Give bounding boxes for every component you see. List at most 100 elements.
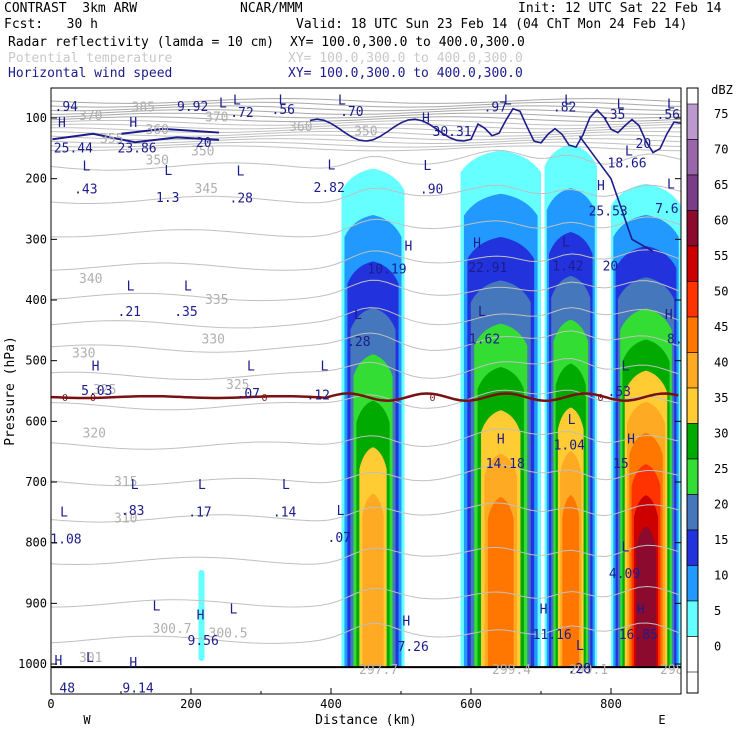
wind-speed-label: 22.91 [468,261,507,276]
theta-contour [51,622,681,644]
theta-label: 370 [79,109,102,124]
colorbar-label: 10 [714,569,728,583]
hl-marker: L [622,541,630,556]
wind-speed-label: .17 [188,505,211,520]
theta-contour [51,279,681,302]
theta-contour [51,464,681,487]
wind-speed-label: 2.82 [314,181,345,196]
theta-label: 310 [114,511,137,526]
colorbar-label: 40 [714,356,728,370]
theta-label: 360 [146,123,169,138]
hl-marker: L [321,360,329,375]
hl-marker: L [282,478,290,493]
xy-reflectivity: XY= 100.0,300.0 to 400.0,300.0 [290,35,525,50]
hl-marker: H [92,360,100,375]
colorbar-swatch [686,139,699,176]
hl-marker: H [129,656,137,671]
colorbar-frame [686,87,699,694]
wind-speed-label: 8.3 [667,332,690,347]
wind-speed-label: 25.53 [589,204,628,219]
wind-speed-label: .56 [657,108,680,123]
colorbar-label: 50 [714,285,728,299]
wind-speed-label: 9.92 [177,100,208,115]
wind-speed-label: 1.62 [469,332,500,347]
reflectivity-cell-1 [362,493,384,668]
wind-speed-label: 20 [603,260,619,275]
colorbar-swatch [686,245,699,282]
theta-upper-contour [51,105,681,112]
theta-label: 340 [79,272,102,287]
hl-marker: L [667,98,675,113]
x-tick-label: 600 [460,697,482,711]
wind-speed-label: .14 [273,505,297,520]
hl-marker: L [247,360,255,375]
y-tick-label: 700 [25,475,47,489]
wind-speed-label: 1.04 [554,439,585,454]
x-end-east: E [658,713,665,727]
wind-speed-label: .70 [340,105,363,120]
wind-contour [578,135,654,253]
y-tick-label: 500 [25,354,47,368]
wind-speed-label: 5.03 [81,384,112,399]
wind-speed-label: 15 [613,457,629,472]
colorbar-swatch [686,174,699,211]
theta-contour [51,544,681,566]
y-tick-label: 900 [25,596,47,610]
colorbar-label: 25 [714,462,728,476]
wind-speed-label: .35 [174,305,197,320]
theta-label: 345 [195,182,218,197]
valid-time: Valid: 18 UTC Sun 23 Feb 14 (04 ChT Mon … [296,17,688,32]
wind-speed-label: .07 [237,387,260,402]
theta-label: 299.1 [569,663,608,678]
theta-contour [51,428,681,450]
wind-speed-label: 1.3 [156,191,179,206]
colorbar-swatch [686,352,699,389]
wind-speed-label: .07 [328,531,351,546]
hl-marker: H [597,179,605,194]
wind-speed-label: 23.86 [118,141,157,156]
freezing-level-label: 0 [62,393,68,404]
wind-speed-label: .43 [74,183,97,198]
hl-marker: L [219,96,227,111]
hl-marker: L [86,651,94,666]
colorbar-swatch [686,316,699,353]
y-tick-label: 200 [25,172,47,186]
y-tick-label: 1000 [18,657,47,671]
hl-marker: H [405,240,413,255]
hl-marker: L [562,235,570,250]
wind-contour [52,132,220,144]
wind-speed-label: .21 [118,305,141,320]
wind-speed-label: .94 [55,100,79,115]
theta-label: 335 [205,293,228,308]
wind-speed-label: .35 [602,108,625,123]
colorbar-label: 45 [714,320,728,334]
hl-marker: L [60,505,68,520]
wind-speed-label: .56 [272,103,295,118]
hl-marker: H [402,615,410,630]
wind-speed-label: 11.16 [533,628,572,643]
freezing-level-label: 0 [429,393,435,404]
theta-contour [51,502,681,523]
theta-contour [51,389,681,411]
theta-upper-contour [51,108,681,115]
colorbar-label: 75 [714,107,728,121]
colorbar-swatch [686,565,699,602]
wind-speed-label: .82 [553,101,576,116]
theta-label: 330 [72,346,95,361]
hl-marker: H [58,116,66,131]
theta-label: 350 [191,144,214,159]
wind-speed-label: 1.08 [50,533,81,548]
theta-label: 320 [83,426,106,441]
colorbar-swatch [686,494,699,531]
x-tick-label: 0 [47,697,54,711]
wind-speed-label: 25.44 [54,141,93,156]
colorbar-label: 5 [714,604,721,618]
wind-speed-label: .28 [568,662,591,677]
colorbar-unit: dBZ [711,83,733,97]
hl-marker: L [625,144,633,159]
x-tick-label: 400 [320,697,342,711]
colorbar-swatch [686,423,699,460]
freezing-level-label: 0 [261,393,267,404]
hl-marker: H [497,433,505,448]
hl-marker: H [627,433,635,448]
